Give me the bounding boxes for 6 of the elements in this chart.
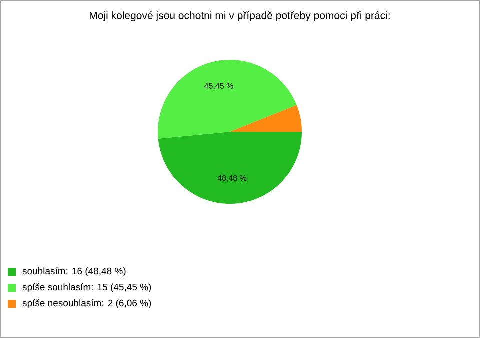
legend-label: spíše nesouhlasím: 2 (6,06 %) — [22, 300, 152, 308]
legend-label: spíše souhlasím: 15 (45,45 %) — [22, 284, 152, 292]
legend-label: souhlasím: 16 (48,48 %) — [22, 268, 126, 276]
data-label: 48,48 % — [218, 175, 247, 182]
chart-title: Moji kolegové jsou ochotni mi v případě potřeby pomoci při práci: — [90, 12, 390, 22]
data-label: 45,45 % — [204, 83, 234, 90]
